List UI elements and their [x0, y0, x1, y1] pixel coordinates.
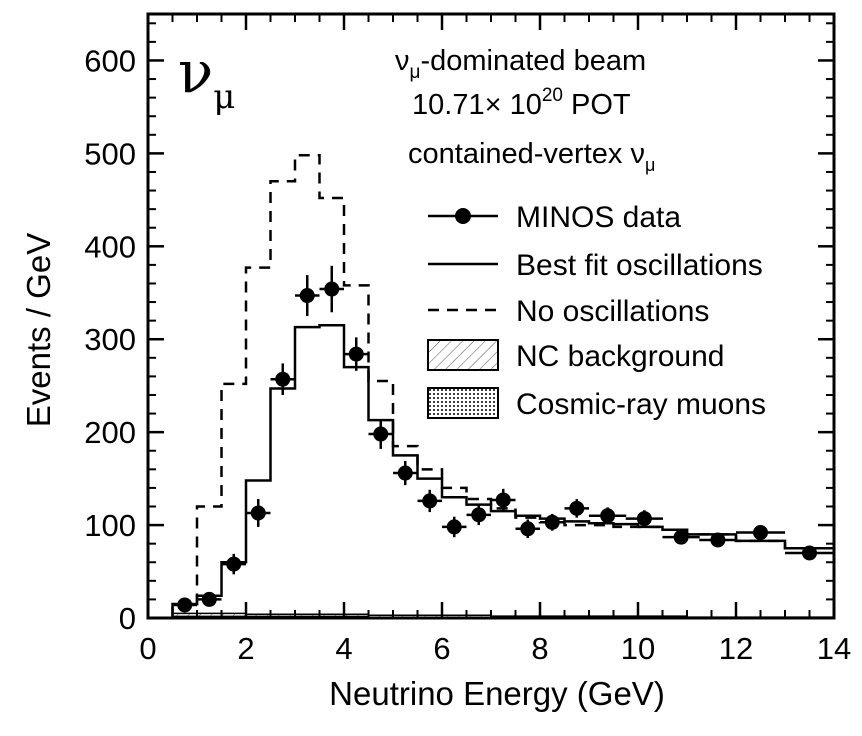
data-point-marker	[177, 597, 193, 613]
data-point-marker	[201, 591, 217, 607]
data-point-marker	[520, 521, 536, 537]
data-point-marker	[422, 493, 438, 509]
x-axis-title: Neutrino Energy (GeV)	[329, 675, 665, 712]
y-tick-label: 0	[119, 601, 136, 636]
legend-label-cosmic: Cosmic-ray muons	[516, 388, 766, 421]
data-point-marker	[802, 545, 817, 561]
data-point-marker	[250, 505, 266, 521]
y-tick-label: 100	[84, 508, 136, 543]
series-layer	[171, 153, 836, 618]
data-point	[515, 519, 540, 539]
data-point-marker	[275, 371, 291, 387]
data-point	[466, 504, 491, 526]
data-point	[625, 510, 663, 527]
annotation-beam-sub: μ	[410, 62, 421, 83]
data-point-marker	[569, 500, 585, 516]
x-tick-label: 12	[719, 631, 753, 666]
annotation-pot: 10.71× 1020 POT	[412, 85, 631, 121]
x-tick-label: 14	[817, 631, 851, 666]
x-tick-label: 8	[531, 631, 548, 666]
data-point	[699, 532, 737, 548]
y-tick-label: 400	[84, 229, 136, 264]
legend: MINOS data Best fit oscillations No osci…	[427, 201, 766, 421]
data-point-marker	[397, 465, 413, 481]
x-tick-label: 4	[335, 631, 352, 666]
data-point-marker	[446, 519, 462, 535]
data-point	[319, 265, 344, 313]
data-point-marker	[226, 556, 242, 572]
legend-label-bestfit: Best fit oscillations	[516, 249, 763, 282]
data-point	[785, 545, 834, 561]
data-point	[564, 499, 589, 518]
data-point	[172, 597, 197, 613]
data-point	[417, 489, 442, 513]
data-point-marker	[373, 426, 389, 442]
data-point	[246, 499, 271, 527]
annotation-vertex-text: contained-vertex ν	[408, 138, 645, 170]
data-point	[662, 529, 700, 545]
data-point	[589, 507, 627, 525]
series-best-fit-oscillations	[171, 324, 836, 618]
y-axis-title: Events / GeV	[20, 233, 57, 427]
annotation-vertex: contained-vertex νμ	[408, 138, 655, 175]
annotation-vertex-sub: μ	[645, 155, 655, 175]
data-point-marker	[636, 511, 652, 527]
annotation-beam-text: -dominated beam	[420, 45, 646, 77]
data-point-marker	[299, 288, 315, 304]
data-point	[368, 419, 393, 449]
legend-label-data: MINOS data	[516, 201, 681, 234]
legend-cosmic-swatch	[427, 387, 499, 419]
data-point-marker	[544, 514, 560, 530]
data-point	[442, 516, 467, 538]
corner-label: νμ	[178, 38, 235, 117]
annotation-pot-tail: POT	[563, 89, 631, 121]
legend-label-nc: NC background	[516, 340, 724, 373]
data-point-marker	[753, 525, 768, 541]
x-tick-label: 0	[139, 631, 156, 666]
x-tick-label: 6	[433, 631, 450, 666]
corner-label-sub: μ	[213, 77, 235, 117]
annotation-pot-sup: 20	[542, 85, 563, 106]
legend-label-nooscillation: No oscillations	[516, 295, 709, 328]
x-tick-label: 10	[621, 631, 655, 666]
y-tick-label: 500	[84, 136, 136, 171]
data-point	[197, 591, 222, 607]
data-points-layer	[172, 265, 834, 613]
annotation-beam: νμ-dominated beam	[395, 45, 646, 83]
legend-data-marker	[455, 208, 471, 224]
legend-nc-swatch	[427, 339, 499, 371]
data-point	[491, 488, 516, 512]
corner-label-nu: ν	[178, 38, 213, 106]
annotation-beam-nu: ν	[395, 45, 410, 77]
data-point-marker	[348, 346, 364, 362]
data-point	[393, 460, 418, 486]
data-point	[344, 337, 369, 371]
data-point-marker	[495, 492, 511, 508]
series-no-oscillations	[171, 153, 836, 618]
data-point-marker	[710, 532, 726, 548]
annotation-pot-text: 10.71× 10	[412, 89, 542, 121]
data-point-marker	[471, 507, 487, 523]
y-tick-label: 600	[84, 43, 136, 78]
data-point-marker	[673, 529, 689, 545]
data-point	[270, 363, 295, 395]
x-tick-label: 2	[237, 631, 254, 666]
ticks-layer: 0 2 4 6 8 10 12 14 0 100 200 300 400 500 600	[84, 14, 851, 666]
data-point-marker	[600, 508, 616, 524]
y-tick-label: 200	[84, 415, 136, 450]
data-point	[540, 513, 565, 531]
data-point	[736, 525, 785, 541]
data-point	[221, 553, 246, 575]
data-point	[295, 275, 320, 316]
y-tick-label: 300	[84, 322, 136, 357]
data-point-marker	[324, 281, 340, 297]
